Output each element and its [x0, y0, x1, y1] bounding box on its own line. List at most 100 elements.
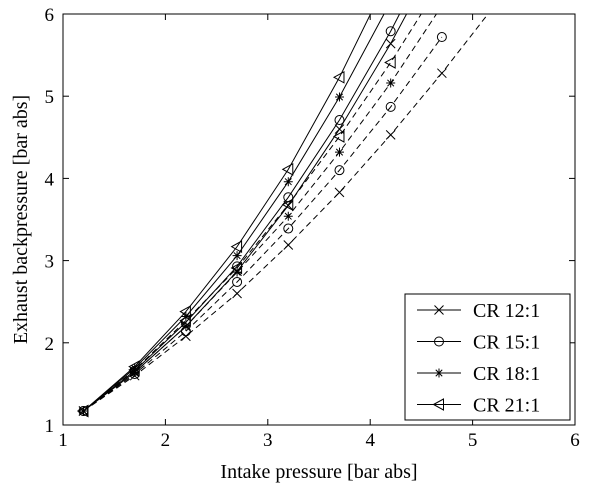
marker-triangle-left — [230, 240, 243, 253]
marker-star — [434, 368, 444, 378]
y-axis-title: Exhaust backpressure [bar abs] — [10, 95, 32, 344]
marker-triangle-left — [179, 305, 191, 318]
marker-x — [385, 38, 396, 49]
data-point — [283, 223, 294, 234]
x-tick-label: 6 — [570, 430, 580, 451]
marker-circle — [434, 336, 444, 347]
legend-entry: CR 18:1 — [417, 363, 540, 385]
legend-entry: CR 12:1 — [417, 300, 540, 322]
x-tick-label: 1 — [58, 430, 68, 451]
series-cr-21-1-dashed — [76, 14, 422, 418]
marker-star — [437, 1, 446, 10]
marker-triangle-left — [432, 398, 444, 411]
legend-entry: CR 21:1 — [417, 395, 540, 417]
series-cr-21-1-solid — [76, 14, 372, 418]
marker-x — [489, 3, 498, 12]
x-tick-label: 4 — [365, 430, 375, 451]
marker-circle — [283, 223, 294, 234]
data-point — [181, 311, 191, 321]
y-tick-label: 4 — [45, 169, 55, 190]
marker-x — [334, 187, 345, 198]
marker-x — [437, 68, 447, 79]
legend: CR 12:1 CR 15:1 CR 18:1 CR 21:1 — [404, 293, 571, 421]
marker-star — [334, 92, 344, 102]
marker-star — [232, 251, 242, 261]
data-point — [128, 363, 140, 377]
series-line — [83, 14, 438, 412]
data-point — [334, 147, 344, 157]
data-point — [385, 101, 396, 112]
legend-marker — [432, 398, 444, 411]
series-line — [83, 14, 401, 412]
marker-triangle-left — [230, 261, 243, 275]
data-point — [437, 1, 446, 10]
y-tick-label: 2 — [45, 334, 55, 355]
plot-area-frame — [62, 13, 576, 426]
marker-triangle-left — [332, 130, 345, 143]
data-point — [230, 240, 243, 253]
marker-x — [434, 305, 444, 315]
data-point — [385, 26, 396, 37]
y-tick-label: 6 — [45, 5, 55, 26]
data-point — [76, 404, 89, 418]
series-layer — [76, 0, 498, 418]
data-point — [437, 68, 447, 79]
marker-triangle-left — [332, 70, 345, 84]
data-point — [334, 187, 345, 198]
marker-star — [334, 147, 344, 157]
data-point — [283, 200, 294, 211]
data-point — [385, 129, 396, 140]
data-point — [283, 240, 294, 250]
data-point — [332, 130, 345, 143]
marker-star — [386, 78, 396, 88]
marker-circle — [436, 32, 447, 43]
marker-circle — [334, 165, 345, 176]
data-point — [232, 251, 242, 261]
legend-marker — [434, 305, 444, 315]
y-tick-label: 5 — [45, 87, 55, 108]
axis-ticks: 1 2 3 4 5 6 1 2 3 4 5 6 — [45, 5, 580, 451]
series-line — [83, 14, 422, 412]
legend-marker — [434, 336, 444, 347]
y-tick-label: 1 — [45, 416, 55, 437]
legend-label: CR 21:1 — [473, 395, 540, 417]
legend-label: CR 15:1 — [473, 332, 540, 354]
series-line — [83, 36, 443, 412]
data-point — [179, 305, 191, 318]
marker-star — [181, 321, 191, 331]
series-line — [83, 14, 372, 412]
marker-triangle-left — [281, 198, 294, 212]
y-tick-label: 3 — [45, 252, 55, 273]
marker-triangle-left — [384, 56, 396, 69]
x-tick-label: 2 — [161, 430, 171, 451]
marker-triangle-left — [179, 314, 191, 327]
data-point — [283, 177, 293, 187]
legend-label: CR 12:1 — [473, 300, 540, 322]
marker-triangle-left — [281, 163, 294, 176]
data-point — [230, 261, 243, 275]
legend-entry: CR 15:1 — [417, 332, 540, 354]
marker-x — [232, 288, 242, 299]
marker-x — [385, 129, 396, 140]
data-point — [489, 3, 498, 12]
marker-x — [283, 240, 294, 250]
marker-star — [386, 0, 395, 6]
data-point — [281, 163, 294, 176]
data-point — [281, 198, 294, 212]
data-point — [232, 288, 242, 299]
marker-circle — [334, 115, 345, 126]
data-point — [386, 0, 395, 6]
data-point — [179, 314, 191, 327]
legend-label: CR 18:1 — [473, 363, 540, 385]
data-point — [436, 32, 447, 43]
data-point — [332, 70, 345, 84]
x-tick-label: 3 — [263, 430, 273, 451]
marker-circle — [385, 101, 396, 112]
marker-circle — [385, 26, 396, 37]
marker-star — [283, 177, 293, 187]
data-point — [384, 56, 396, 69]
data-point — [334, 165, 345, 176]
marker-x — [283, 200, 294, 211]
data-point — [181, 321, 191, 331]
